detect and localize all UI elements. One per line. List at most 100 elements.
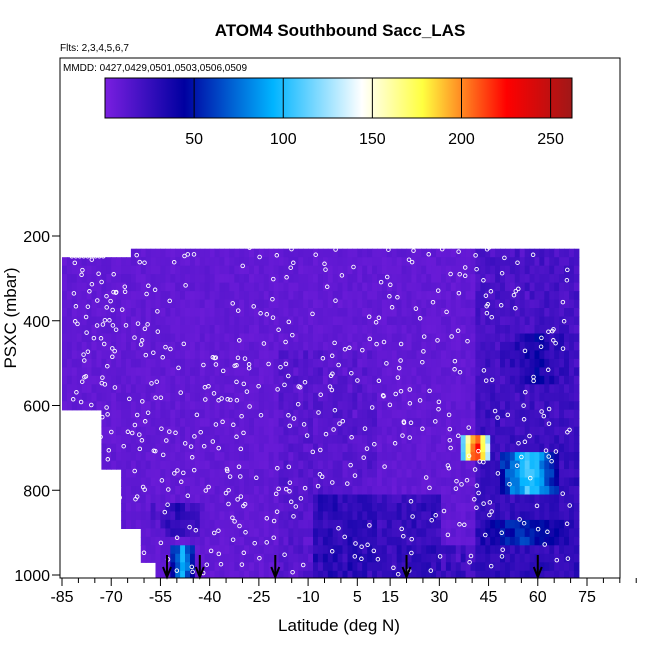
- heatmap-cell: [490, 265, 496, 275]
- heatmap-cell: [111, 367, 117, 377]
- heatmap-cell: [455, 562, 462, 572]
- heatmap-cell: [357, 325, 363, 335]
- heatmap-cell: [455, 325, 462, 335]
- heatmap-cell: [500, 274, 506, 284]
- heatmap-cell: [455, 350, 462, 360]
- heatmap-cell: [426, 452, 432, 462]
- heatmap-cell: [559, 435, 565, 445]
- heatmap-cell: [377, 519, 383, 529]
- heatmap-cell: [426, 562, 432, 572]
- heatmap-cell: [441, 519, 447, 529]
- heatmap-cell: [317, 350, 324, 360]
- heatmap-cell: [475, 274, 481, 284]
- heatmap-cell: [145, 375, 152, 385]
- heatmap-cell: [194, 562, 201, 572]
- heatmap-cell: [367, 494, 373, 504]
- heatmap-cell: [406, 291, 412, 301]
- heatmap-cell: [303, 528, 309, 538]
- heatmap-cell: [396, 562, 403, 572]
- heatmap-cell: [140, 392, 147, 402]
- heatmap-cell: [249, 528, 255, 538]
- sample-point: [276, 486, 281, 492]
- heatmap-cell: [278, 477, 285, 487]
- heatmap-cell: [130, 282, 137, 292]
- heatmap-cell: [386, 367, 393, 377]
- heatmap-cell: [559, 528, 565, 538]
- heatmap-cell: [381, 511, 388, 521]
- heatmap-cell: [514, 562, 521, 572]
- heatmap-cell: [441, 486, 447, 496]
- heatmap-cell: [170, 384, 176, 394]
- heatmap-cell: [411, 308, 417, 318]
- heatmap-cell: [509, 248, 516, 258]
- heatmap-cell: [126, 350, 132, 360]
- heatmap-cell: [509, 460, 516, 470]
- heatmap-cell: [450, 528, 457, 538]
- heatmap-cell: [219, 375, 225, 385]
- heatmap-cell: [121, 435, 127, 445]
- heatmap-cell: [135, 469, 142, 479]
- heatmap-cell: [431, 460, 437, 470]
- heatmap-cell: [569, 367, 575, 377]
- heatmap-cell: [62, 358, 68, 368]
- heatmap-cell: [342, 375, 348, 385]
- heatmap-cell: [155, 282, 161, 292]
- heatmap-cell: [505, 282, 511, 292]
- heatmap-cell: [190, 545, 196, 555]
- heatmap-cell: [377, 443, 383, 453]
- heatmap-cell: [534, 435, 540, 445]
- heatmap-cell: [308, 545, 314, 555]
- sample-point: [435, 338, 440, 343]
- sample-point: [423, 475, 429, 480]
- heatmap-cell: [214, 401, 221, 411]
- heatmap-cell: [549, 392, 555, 402]
- heatmap-cell: [175, 553, 181, 563]
- heatmap-cell: [308, 426, 314, 436]
- sample-point: [176, 365, 181, 371]
- heatmap-cell: [91, 274, 97, 284]
- heatmap-cell: [573, 443, 580, 453]
- heatmap-cell: [303, 460, 309, 470]
- heatmap-cell: [278, 562, 285, 572]
- heatmap-cell: [436, 536, 442, 546]
- heatmap-cell: [564, 341, 570, 351]
- heatmap-cell: [288, 494, 294, 504]
- heatmap-cell: [135, 333, 142, 343]
- heatmap-cell: [165, 333, 171, 343]
- heatmap-cell: [544, 477, 550, 487]
- sample-point: [462, 273, 468, 279]
- heatmap-cell: [288, 375, 294, 385]
- heatmap-cell: [303, 435, 309, 445]
- heatmap-cell: [214, 477, 221, 487]
- sample-point: [239, 562, 245, 567]
- heatmap-cell: [514, 435, 521, 445]
- sample-point: [298, 496, 304, 501]
- heatmap-cell: [229, 282, 235, 292]
- heatmap-cell: [421, 511, 427, 521]
- heatmap-cell: [460, 460, 467, 470]
- heatmap-cell: [495, 503, 501, 513]
- heatmap-cell: [175, 265, 181, 275]
- heatmap-cell: [421, 316, 427, 326]
- heatmap-cell: [342, 418, 348, 428]
- heatmap-cell: [101, 265, 107, 275]
- heatmap-cell: [406, 562, 412, 572]
- heatmap-cell: [145, 435, 152, 445]
- heatmap-cell: [308, 291, 314, 301]
- heatmap-cell: [569, 265, 575, 275]
- heatmap-cell: [569, 528, 575, 538]
- heatmap-cell: [229, 503, 235, 513]
- heatmap-cell: [475, 350, 481, 360]
- heatmap-cell: [180, 265, 186, 275]
- heatmap-cell: [101, 282, 107, 292]
- heatmap-cell: [190, 443, 196, 453]
- heatmap-cell: [377, 282, 383, 292]
- heatmap-cell: [544, 486, 550, 496]
- sample-point: [564, 277, 570, 283]
- heatmap-cell: [165, 460, 171, 470]
- heatmap-cell: [332, 545, 339, 555]
- heatmap-cell: [293, 545, 299, 555]
- heatmap-cell: [234, 316, 240, 326]
- heatmap-cell: [524, 452, 531, 462]
- heatmap-cell: [219, 494, 225, 504]
